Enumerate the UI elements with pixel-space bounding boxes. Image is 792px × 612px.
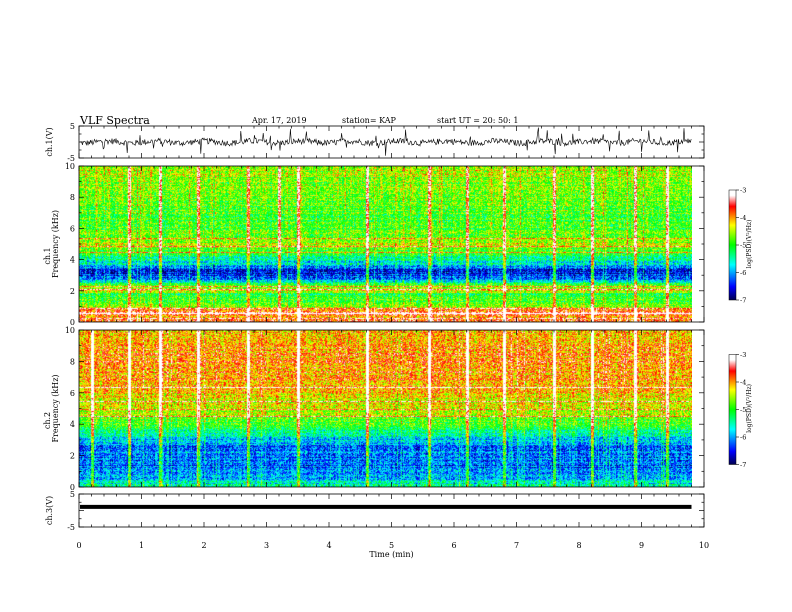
y-tick-label: -5 <box>67 154 75 163</box>
y-tick-label: 10 <box>65 162 75 171</box>
y-tick-label: 2 <box>70 287 75 296</box>
x-tick-label: 5 <box>389 541 394 550</box>
y-tick-label: 4 <box>70 420 75 429</box>
colorbar-tick-label: -6 <box>740 434 746 442</box>
x-tick-label: 4 <box>326 541 331 550</box>
spectrogram-image <box>79 166 692 322</box>
colorbar-tick-label: -3 <box>740 187 746 195</box>
y-tick-label: 0 <box>70 318 75 327</box>
x-tick-label: 9 <box>639 541 644 550</box>
colorbar-tick-label: -6 <box>740 269 746 277</box>
x-tick-label: 7 <box>514 541 519 550</box>
x-tick-label: 8 <box>576 541 581 550</box>
y-axis-channel-label: ch.2 <box>43 412 52 429</box>
y-tick-label: -5 <box>67 523 75 532</box>
colorbar-tick-label: -5 <box>740 242 746 250</box>
colorbar-tick-label: -4 <box>740 214 746 222</box>
y-axis-label: Frequency (kHz) <box>51 210 60 278</box>
y-tick-label: 8 <box>70 193 75 202</box>
y-tick-label: 2 <box>70 452 75 461</box>
waveform-trace <box>79 127 692 156</box>
colorbar-label: log(PSD)(V²/Hz) <box>746 384 753 433</box>
x-tick-label: 6 <box>451 541 456 550</box>
y-tick-label: 6 <box>70 224 75 233</box>
x-tick-label: 2 <box>201 541 206 550</box>
panel-frame <box>78 125 705 159</box>
colorbar-tick-label: -3 <box>740 351 746 359</box>
colorbar-tick-label: -5 <box>740 406 746 414</box>
colorbar-tick-label: -4 <box>740 379 746 387</box>
panel-frame <box>78 493 705 528</box>
y-axis-label: Frequency (kHz) <box>51 374 60 442</box>
panel-frame <box>78 329 705 488</box>
colorbar-tick-label: -7 <box>740 297 746 305</box>
axis-group-1: 0 2 4 6 8 10 ch.1 Frequency (kHz) <box>43 162 705 327</box>
y-tick-label: 4 <box>70 256 75 265</box>
y-tick-label: 5 <box>70 490 75 499</box>
spectrogram-1 <box>79 166 692 322</box>
y-axis-channel-label: ch.1 <box>43 247 52 264</box>
axis-group-0: 5 -5 ch.1(V) <box>45 122 705 163</box>
start-time-label: start UT = 20: 50: 1 <box>437 116 519 125</box>
x-axis: 0 1 2 3 4 5 6 7 8 9 10 Time (min) <box>76 541 709 559</box>
y-tick-label: 10 <box>65 326 75 335</box>
spectrogram-2 <box>79 330 692 487</box>
x-tick-label: 3 <box>264 541 269 550</box>
y-tick-label: 5 <box>70 122 75 131</box>
y-tick-label: 0 <box>70 483 75 492</box>
colorbar-scale <box>728 354 737 465</box>
colorbar-label: log(PSD)(V²/Hz) <box>746 220 753 269</box>
date-label: Apr. 17, 2019 <box>252 116 307 125</box>
colorbar-1: -3 -4 -5 -6 -7 log(PSD)(V²/Hz) <box>728 187 753 305</box>
colorbar-scale <box>728 189 737 301</box>
spectrogram-canvas <box>79 330 692 487</box>
chart-title: VLF Spectra <box>80 114 150 127</box>
y-axis-label: ch.1(V) <box>45 127 54 156</box>
x-axis-label: Time (min) <box>369 550 413 559</box>
x-tick-label: 1 <box>139 541 144 550</box>
colorbar-2: -3 -4 -5 -6 -7 log(PSD)(V²/Hz) <box>728 351 753 469</box>
x-tick-label: 10 <box>699 541 709 550</box>
axis-group-2: 0 2 4 6 8 10 ch.2 Frequency (kHz) <box>43 326 705 492</box>
waveform-0 <box>79 127 692 156</box>
panel-frame <box>78 165 705 323</box>
y-tick-label: 6 <box>70 389 75 398</box>
colorbar-tick-label: -7 <box>740 461 746 469</box>
x-tick-label: 0 <box>76 541 81 550</box>
axis-group-3: 5 -5 ch.3(V) <box>45 490 705 532</box>
spectrogram-image <box>79 330 692 487</box>
station-label: station= KAP <box>342 116 396 125</box>
y-axis-label: ch.3(V) <box>45 496 54 525</box>
spectrogram-canvas <box>79 166 692 322</box>
y-tick-label: 8 <box>70 357 75 366</box>
